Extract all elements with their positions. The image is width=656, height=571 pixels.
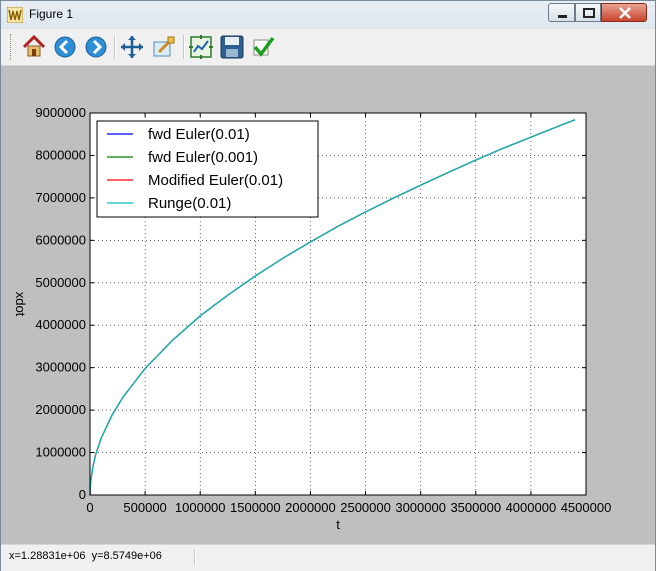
home-icon [22, 34, 46, 57]
y-tick-label: 0 [79, 487, 86, 502]
forward-button[interactable] [83, 34, 109, 60]
close-button[interactable] [601, 3, 647, 22]
forward-arrow-icon [85, 36, 107, 58]
home-button[interactable] [21, 34, 47, 60]
x-tick-label: 1000000 [175, 500, 226, 515]
y-tick-label: 3000000 [35, 360, 86, 375]
status-separator [194, 549, 196, 566]
x-tick-label: 0 [86, 500, 93, 515]
save-button[interactable] [219, 34, 245, 60]
plot-area[interactable]: 0 500000 1000000 1500000 2000000 2500000 30000… [1, 66, 655, 544]
x-tick-label: 2000000 [285, 500, 336, 515]
y-tick-label: 8000000 [35, 147, 86, 162]
legend: fwd Euler(0.01) fwd Euler(0.001) Modified … [96, 120, 319, 218]
legend-box [96, 120, 319, 218]
maximize-icon [583, 8, 595, 18]
x-tick-label: 1500000 [230, 500, 281, 515]
x-axis-label: t [336, 517, 340, 532]
x-tick-label: 4500000 [561, 500, 612, 515]
x-tick-label: 4000000 [506, 500, 557, 515]
y-axis-label: xdot [13, 292, 28, 317]
toolbar-grip[interactable] [10, 34, 14, 60]
figure-canvas[interactable]: 0 500000 1000000 1500000 2000000 2500000 30000… [1, 66, 655, 544]
close-icon [619, 7, 631, 19]
series-line [89, 119, 576, 496]
status-bar: x=1.28831e+06 y=8.5749e+06 [1, 544, 655, 571]
legend-label: Modified Euler(0.01) [148, 172, 283, 189]
x-tick-label: 3500000 [450, 500, 501, 515]
toolbar-separator [183, 35, 185, 59]
edit-parameters-button[interactable] [250, 34, 276, 60]
window-title: Figure 1 [29, 7, 74, 21]
y-tick-label: 6000000 [35, 232, 86, 247]
y-tick-label: 5000000 [35, 275, 86, 290]
subplots-button[interactable] [188, 34, 214, 60]
toolbar-separator [114, 35, 116, 59]
y-tick-label: 1000000 [35, 445, 86, 460]
x-tick-label: 3000000 [395, 500, 446, 515]
configure-subplots-icon [189, 35, 213, 59]
y-tick-label: 4000000 [35, 317, 86, 332]
pan-move-icon [121, 36, 143, 58]
floppy-disk-icon [220, 35, 244, 59]
matplotlib-icon [7, 7, 23, 23]
navigation-toolbar [1, 29, 655, 66]
y-tick-label: 2000000 [35, 402, 86, 417]
x-tick-label: 2500000 [340, 500, 391, 515]
y-tick-label: 9000000 [35, 105, 86, 120]
cursor-coordinates: x=1.28831e+06 y=8.5749e+06 [9, 550, 162, 562]
zoom-rectangle-icon [153, 36, 175, 57]
title-bar[interactable]: Figure 1 [1, 1, 655, 29]
axis-ticks: 0 500000 1000000 1500000 2000000 2500000 30000… [35, 105, 611, 515]
minimize-icon [558, 15, 567, 18]
legend-label: fwd Euler(0.001) [148, 149, 258, 166]
y-tick-label: 7000000 [35, 190, 86, 205]
minimize-button[interactable] [548, 3, 575, 22]
zoom-button[interactable] [151, 34, 177, 60]
legend-label: Runge(0.01) [148, 195, 231, 212]
axes-frame [89, 112, 587, 496]
back-button[interactable] [52, 34, 78, 60]
legend-label: fwd Euler(0.01) [148, 126, 250, 143]
data-curves [89, 119, 576, 496]
pan-button[interactable] [119, 34, 145, 60]
checkmark-icon [253, 36, 275, 57]
x-tick-label: 500000 [123, 500, 166, 515]
back-arrow-icon [54, 36, 76, 58]
maximize-button[interactable] [575, 3, 601, 22]
